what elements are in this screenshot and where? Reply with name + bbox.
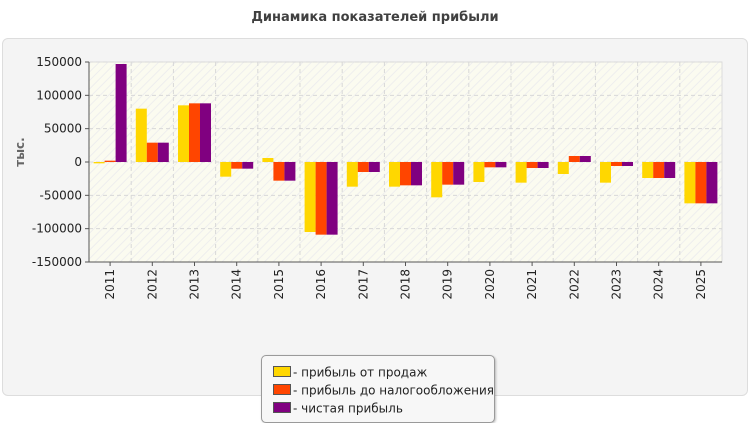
legend-swatch-sales-profit xyxy=(273,366,291,377)
legend-item-pretax-profit: - прибыль до налогообложения xyxy=(273,383,494,398)
bar-2018-series-3 xyxy=(411,162,422,186)
x-tick-label: 2018 xyxy=(399,269,413,300)
bar-2014-series-3 xyxy=(242,162,254,169)
chart-panel: 150000 100000 50000 0 -50000 -100000 -150000 20… xyxy=(2,38,748,423)
y-tick-label: 0 xyxy=(74,155,82,169)
x-tick-label: 2017 xyxy=(356,269,370,300)
bar-2024-series-1 xyxy=(642,162,654,178)
bar-2012-series-1 xyxy=(135,108,147,162)
bar-2024-series-3 xyxy=(664,162,676,178)
x-tick-label: 2023 xyxy=(610,269,624,300)
bar-2014-series-2 xyxy=(231,162,243,169)
bar-2016-series-3 xyxy=(326,162,338,235)
x-tick-label: 2013 xyxy=(188,269,202,300)
bar-2012-series-3 xyxy=(157,142,169,162)
bar-2021-series-3 xyxy=(537,162,549,168)
bar-2025-series-3 xyxy=(706,162,718,204)
bar-2019-series-2 xyxy=(442,162,454,185)
bar-2019-series-3 xyxy=(453,162,465,185)
bar-2013-series-3 xyxy=(200,103,211,162)
bar-2022-series-2 xyxy=(568,156,580,162)
bar-2013-series-2 xyxy=(189,103,200,162)
bar-2016-series-2 xyxy=(315,162,327,235)
legend-swatch-net-profit xyxy=(273,402,291,413)
bar-2023-series-3 xyxy=(622,162,633,166)
bar-2023-series-1 xyxy=(600,162,611,183)
chart-plot: 150000 100000 50000 0 -50000 -100000 -150000 20… xyxy=(13,55,723,300)
bar-2021-series-1 xyxy=(515,162,527,183)
bar-2017-series-3 xyxy=(368,162,380,172)
legend-item-net-profit: - чистая прибыль xyxy=(273,401,403,416)
bar-2011-series-2 xyxy=(104,160,116,162)
x-tick-label: 2022 xyxy=(567,269,581,300)
x-tick-label: 2020 xyxy=(483,269,497,300)
bar-2017-series-1 xyxy=(346,162,358,187)
y-tick-label: 50000 xyxy=(44,122,82,136)
bar-2019-series-1 xyxy=(431,162,443,198)
chart-title: Динамика показателей прибыли xyxy=(251,10,499,25)
x-tick-label: 2011 xyxy=(103,269,117,300)
y-tick-label: -50000 xyxy=(39,188,82,202)
x-tick-label: 2014 xyxy=(230,269,244,300)
bar-2025-series-1 xyxy=(684,162,696,204)
bar-2024-series-2 xyxy=(653,162,665,178)
bar-2011-series-1 xyxy=(93,162,105,164)
y-tick-label: -100000 xyxy=(32,222,82,236)
bar-2020-series-3 xyxy=(495,162,507,168)
bar-2011-series-3 xyxy=(115,64,127,162)
bar-2022-series-3 xyxy=(579,156,591,162)
y-tick-label: 150000 xyxy=(36,55,82,69)
bar-2020-series-2 xyxy=(484,162,496,168)
x-tick-label: 2025 xyxy=(694,269,708,300)
x-tick-label: 2016 xyxy=(314,269,328,300)
x-tick-label: 2024 xyxy=(652,269,666,300)
x-tick-label: 2012 xyxy=(145,269,159,300)
bar-2014-series-1 xyxy=(220,162,232,177)
bar-2016-series-1 xyxy=(304,162,316,232)
bar-2021-series-2 xyxy=(526,162,538,168)
bar-2018-series-2 xyxy=(400,162,411,186)
legend: - прибыль от продаж - прибыль до налогоо… xyxy=(261,355,495,423)
x-tick-label: 2015 xyxy=(272,269,286,300)
legend-label: - прибыль до налогообложения xyxy=(293,383,494,398)
bar-2015-series-3 xyxy=(284,162,296,181)
bar-2015-series-1 xyxy=(262,158,274,162)
legend-item-sales-profit: - прибыль от продаж xyxy=(273,365,428,380)
legend-label: - чистая прибыль xyxy=(293,401,403,416)
bar-2013-series-1 xyxy=(178,105,189,162)
y-axis-label: тыс. xyxy=(13,137,27,166)
bar-2020-series-1 xyxy=(473,162,485,182)
bar-2022-series-1 xyxy=(557,162,569,174)
bar-2015-series-2 xyxy=(273,162,285,181)
bar-2025-series-2 xyxy=(695,162,707,204)
bar-2017-series-2 xyxy=(357,162,369,172)
bar-2012-series-2 xyxy=(146,142,158,162)
x-tick-label: 2019 xyxy=(441,269,455,300)
x-tick-label: 2021 xyxy=(525,269,539,300)
y-tick-label: -150000 xyxy=(32,255,82,269)
bar-2018-series-1 xyxy=(389,162,400,187)
legend-label: - прибыль от продаж xyxy=(293,365,428,380)
y-tick-label: 100000 xyxy=(36,88,82,102)
bar-2023-series-2 xyxy=(611,162,622,166)
legend-swatch-pretax-profit xyxy=(273,384,291,395)
